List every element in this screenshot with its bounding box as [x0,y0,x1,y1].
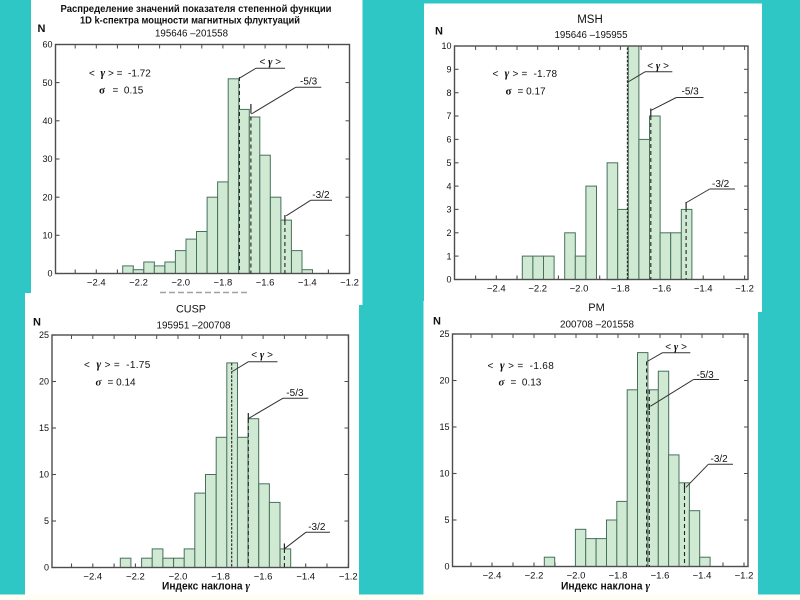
svg-text:< γ > = -1.68: < γ > = -1.68 [488,360,555,372]
svg-text:−2.4: −2.4 [483,571,502,582]
svg-text:4: 4 [446,181,451,191]
svg-text:−1.6: −1.6 [651,571,670,582]
svg-text:= 0.17: = 0.17 [518,86,547,97]
svg-text:−2.4: −2.4 [83,572,102,583]
svg-text:< γ > = -1.78: < γ > = -1.78 [493,68,558,80]
svg-text:Индекс наклона γ: Индекс наклона γ [561,579,650,593]
svg-text:Распределение значений показат: Распределение значений показателя степен… [61,3,332,15]
svg-text:−1.2: −1.2 [735,284,754,295]
svg-text:< γ >: < γ > [260,57,282,68]
svg-text:−2.2: −2.2 [528,284,547,295]
svg-text:10: 10 [439,469,449,479]
svg-text:25: 25 [439,329,449,339]
svg-text:N: N [38,23,46,35]
svg-text:7: 7 [446,111,451,121]
svg-text:3: 3 [446,205,451,215]
svg-text:−2.2: −2.2 [525,571,544,582]
svg-text:N: N [433,316,441,328]
svg-text:σ: σ [506,85,512,97]
svg-text:−1.6: −1.6 [254,572,273,583]
svg-text:−1.4: −1.4 [693,571,712,582]
svg-text:−2.0: −2.0 [169,572,188,583]
svg-text:195646 –201558: 195646 –201558 [155,28,228,39]
svg-text:< γ >: < γ > [665,342,687,353]
svg-text:−1.4: −1.4 [296,572,315,583]
svg-text:10: 10 [441,41,451,51]
svg-text:25: 25 [39,330,49,340]
svg-text:20: 20 [439,376,449,386]
svg-text:6: 6 [446,135,451,145]
svg-text:-5/3: -5/3 [697,370,715,381]
svg-text:-5/3: -5/3 [682,87,700,98]
svg-text:< γ > = -1.72: < γ > = -1.72 [89,68,151,80]
svg-text:< γ > = -1.75: < γ > = -1.75 [84,359,151,371]
svg-text:-3/2: -3/2 [312,190,330,201]
svg-text:15: 15 [439,422,449,432]
svg-text:5: 5 [444,515,449,525]
svg-text:−2.2: −2.2 [129,278,148,289]
svg-text:MSH: MSH [577,14,603,26]
svg-text:σ: σ [499,377,506,389]
svg-text:−1.8: −1.8 [211,572,230,583]
svg-text:1D k-спектра мощности магнитн: 1D k-спектра мощности магнитных флуктуац… [80,15,300,27]
svg-text:-5/3: -5/3 [300,76,318,87]
svg-text:N: N [435,26,443,38]
svg-text:−1.8: −1.8 [609,571,628,582]
svg-text:5: 5 [44,516,49,526]
svg-text:20: 20 [42,192,52,202]
svg-text:N: N [33,317,41,329]
svg-text:= 0.15: = 0.15 [113,86,144,97]
svg-text:−1.2: −1.2 [735,571,754,582]
svg-text:2: 2 [446,228,451,238]
svg-text:5: 5 [446,158,451,168]
svg-text:−1.4: −1.4 [298,278,317,289]
svg-text:50: 50 [42,78,52,88]
svg-text:Индекс наклона γ: Индекс наклона γ [162,579,250,593]
svg-text:10: 10 [42,231,52,241]
svg-text:200708 –201558: 200708 –201558 [560,320,634,331]
svg-text:−2.0: −2.0 [171,278,190,289]
svg-text:10: 10 [39,470,49,480]
svg-text:= 0.14: = 0.14 [108,377,137,388]
svg-text:0: 0 [47,269,52,279]
svg-text:-3/2: -3/2 [711,454,729,465]
svg-text:60: 60 [42,40,52,50]
svg-text:-5/3: -5/3 [286,388,304,399]
svg-text:1: 1 [446,251,451,261]
svg-text:−2.2: −2.2 [126,572,145,583]
svg-text:0: 0 [444,562,449,572]
svg-text:CUSP: CUSP [176,304,206,316]
svg-text:−1.6: −1.6 [652,284,671,295]
svg-text:σ: σ [96,377,103,389]
svg-text:20: 20 [39,377,49,387]
svg-text:−1.6: −1.6 [256,278,275,289]
svg-text:−1.8: −1.8 [214,278,233,289]
svg-text:0: 0 [446,275,451,285]
svg-text:−2.4: −2.4 [487,284,506,295]
svg-text:40: 40 [42,116,52,126]
svg-text:9: 9 [446,65,451,75]
svg-text:−2.0: −2.0 [570,284,589,295]
svg-text:< γ >: < γ > [647,61,669,72]
svg-text:−2.0: −2.0 [567,571,586,582]
svg-text:−2.4: −2.4 [87,278,106,289]
svg-text:−1.8: −1.8 [611,284,630,295]
svg-text:195951 –200708: 195951 –200708 [157,321,231,332]
svg-text:8: 8 [446,88,451,98]
svg-text:−1.2: −1.2 [339,572,358,583]
svg-text:σ: σ [99,85,105,97]
svg-text:-3/2: -3/2 [712,179,730,190]
svg-text:= 0.13: = 0.13 [511,377,542,388]
svg-text:-3/2: -3/2 [308,522,326,533]
svg-text:30: 30 [42,154,52,164]
svg-text:< γ >: < γ > [251,350,273,361]
svg-text:−1.4: −1.4 [694,284,713,295]
svg-text:15: 15 [39,423,49,433]
svg-text:−1.2: −1.2 [340,278,359,289]
svg-text:PM: PM [588,302,605,314]
svg-text:195646 –195955: 195646 –195955 [555,30,628,41]
svg-text:0: 0 [44,563,49,573]
